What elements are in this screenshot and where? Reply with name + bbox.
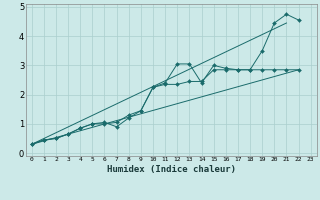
X-axis label: Humidex (Indice chaleur): Humidex (Indice chaleur) — [107, 165, 236, 174]
